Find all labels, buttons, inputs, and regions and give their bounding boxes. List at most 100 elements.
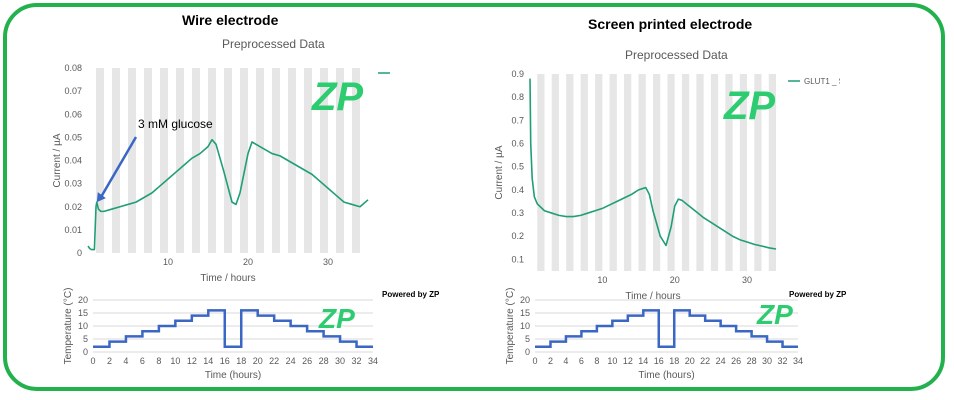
y-tick-label: 0.8 bbox=[511, 92, 524, 102]
x-tick-label: 2 bbox=[107, 356, 112, 366]
grid-stripe bbox=[566, 74, 574, 271]
x-tick-label: 24 bbox=[286, 356, 296, 366]
x-tick-label: 12 bbox=[187, 356, 197, 366]
grid-stripe bbox=[320, 68, 328, 253]
x-tick-label: 20 bbox=[253, 356, 263, 366]
x-tick-label: 22 bbox=[269, 356, 279, 366]
x-tick-label: 26 bbox=[302, 356, 312, 366]
x-tick-label: 16 bbox=[220, 356, 230, 366]
y-tick-label: 0.6 bbox=[511, 139, 524, 149]
y-axis-label: Current / µA bbox=[494, 145, 505, 199]
y-tick-label: 20 bbox=[520, 295, 530, 305]
grid-stripe bbox=[176, 68, 184, 253]
x-tick-label: 22 bbox=[700, 356, 710, 366]
x-tick-label: 32 bbox=[778, 356, 788, 366]
x-tick-label: 32 bbox=[352, 356, 362, 366]
grid-stripe bbox=[609, 74, 617, 271]
y-tick-label: 10 bbox=[78, 321, 88, 331]
grid-stripe bbox=[272, 68, 280, 253]
x-tick-label: 10 bbox=[163, 257, 173, 267]
grid-stripe bbox=[224, 68, 232, 253]
grid-stripe bbox=[739, 74, 748, 271]
grid-stripe bbox=[667, 74, 675, 271]
zp-logo-small: ZP bbox=[318, 303, 355, 334]
x-axis-label: Time / hours bbox=[200, 273, 255, 284]
x-tick-label: 8 bbox=[156, 356, 161, 366]
y-axis-label: Temperature (°C) bbox=[63, 288, 74, 364]
grid-stripe bbox=[710, 74, 719, 271]
x-tick-label: 28 bbox=[319, 356, 329, 366]
grid-stripe bbox=[336, 68, 344, 253]
grid-stripe bbox=[768, 74, 776, 271]
x-tick-label: 0 bbox=[532, 356, 537, 366]
zp-logo: ZP bbox=[311, 75, 363, 119]
grid-stripe bbox=[580, 74, 588, 271]
grid-stripe bbox=[696, 74, 704, 271]
x-tick-label: 30 bbox=[335, 356, 345, 366]
powered-by-label: Powered by ZP bbox=[382, 290, 440, 299]
grid-stripe bbox=[352, 68, 360, 253]
grid-stripe bbox=[160, 68, 168, 253]
grid-stripe bbox=[537, 74, 545, 271]
wire-electrode-title: Wire electrode bbox=[182, 12, 279, 28]
grid-stripe bbox=[725, 74, 733, 271]
x-tick-label: 12 bbox=[623, 356, 633, 366]
y-tick-label: 0.01 bbox=[64, 225, 82, 235]
y-tick-label: 5 bbox=[83, 334, 88, 344]
grid-stripe bbox=[653, 74, 661, 271]
y-tick-label: 10 bbox=[520, 321, 530, 331]
zp-logo-small: ZP bbox=[756, 299, 793, 330]
y-tick-label: 0.3 bbox=[511, 208, 524, 218]
y-tick-label: 0 bbox=[77, 248, 82, 258]
x-tick-label: 4 bbox=[123, 356, 128, 366]
x-tick-label: 16 bbox=[654, 356, 664, 366]
current-series-line bbox=[87, 138, 369, 251]
x-tick-label: 20 bbox=[243, 257, 253, 267]
x-tick-label: 0 bbox=[90, 356, 95, 366]
spe-electrode-title: Screen printed electrode bbox=[588, 16, 753, 32]
x-tick-label: 20 bbox=[685, 356, 695, 366]
grid-stripe bbox=[304, 68, 312, 253]
y-tick-label: 0.1 bbox=[511, 254, 524, 264]
grid-stripe bbox=[754, 74, 762, 271]
x-tick-label: 2 bbox=[548, 356, 553, 366]
y-tick-label: 0.02 bbox=[64, 202, 82, 212]
annotation-arrowhead bbox=[96, 192, 106, 203]
x-tick-label: 26 bbox=[731, 356, 741, 366]
grid-stripe bbox=[128, 68, 136, 253]
y-tick-label: 0.4 bbox=[511, 185, 524, 195]
temperature-series-line bbox=[93, 309, 373, 349]
temperature-series-line bbox=[535, 309, 798, 349]
x-tick-label: 30 bbox=[762, 356, 772, 366]
grid-stripe bbox=[256, 68, 264, 253]
x-tick-label: 14 bbox=[203, 356, 213, 366]
y-tick-label: 5 bbox=[525, 334, 530, 344]
x-tick-label: 30 bbox=[742, 275, 752, 285]
powered-by-label: Powered by ZP bbox=[789, 290, 847, 299]
x-tick-label: 4 bbox=[563, 356, 568, 366]
y-tick-label: 15 bbox=[78, 308, 88, 318]
zp-logo: ZP bbox=[723, 84, 775, 128]
grid-stripe bbox=[192, 68, 200, 253]
spe-chart-title: Preprocessed Data bbox=[625, 48, 728, 62]
grid-stripe bbox=[144, 68, 152, 253]
x-tick-label: 6 bbox=[579, 356, 584, 366]
x-axis-label: Time / hours bbox=[625, 291, 680, 302]
x-axis-label: Time (hours) bbox=[205, 370, 261, 381]
annotation-arrow bbox=[98, 136, 138, 200]
grid-stripe bbox=[681, 74, 690, 271]
legend-label: GLUT1 _ SPE - CA i vs t bbox=[804, 77, 840, 86]
x-tick-label: 14 bbox=[638, 356, 648, 366]
x-axis-label: Time (hours) bbox=[638, 370, 694, 381]
y-tick-label: 0.5 bbox=[511, 162, 524, 172]
y-tick-label: 15 bbox=[520, 308, 530, 318]
y-tick-label: 0.06 bbox=[64, 109, 82, 119]
y-axis-label: Current / µA bbox=[52, 133, 63, 187]
y-tick-label: 0.2 bbox=[511, 231, 524, 241]
x-tick-label: 30 bbox=[323, 257, 333, 267]
annotation-label: 3 mM glucose bbox=[138, 117, 213, 131]
x-tick-label: 20 bbox=[670, 275, 680, 285]
grid-stripe bbox=[240, 68, 248, 253]
